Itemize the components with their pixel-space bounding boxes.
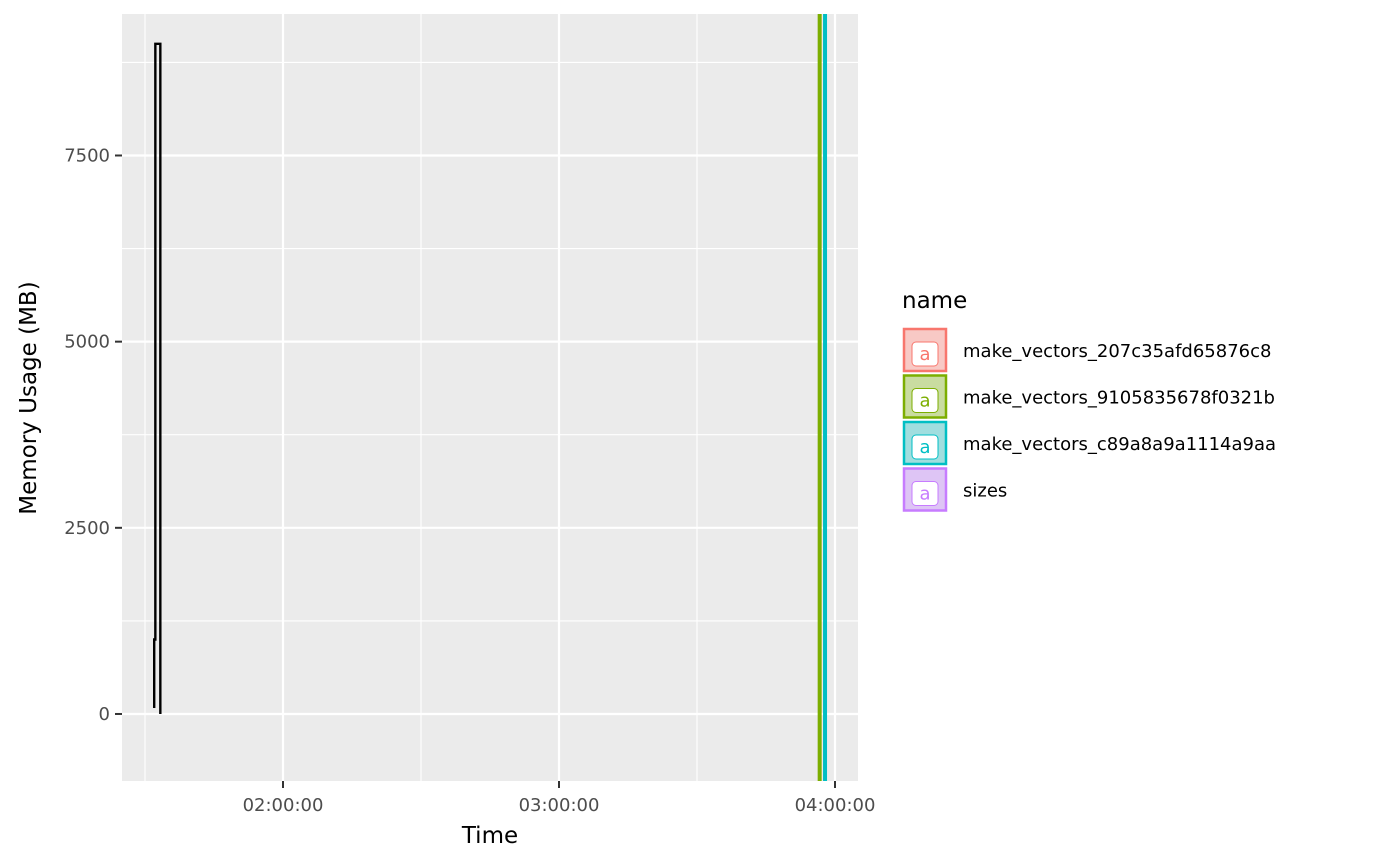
x-tick-label: 04:00:00 (795, 795, 876, 816)
legend-key-glyph: a (919, 484, 930, 505)
legend-key-label-box (911, 341, 939, 367)
y-axis-title: Memory Usage (MB) (16, 281, 42, 514)
plot-panel (122, 14, 858, 781)
y-axis: 0 2500 5000 7500 (64, 145, 122, 725)
legend-label: make_vectors_9105835678f0321b (963, 388, 1275, 409)
y-tick-label: 7500 (64, 145, 110, 166)
y-tick-label: 0 (99, 704, 110, 725)
memory-trace (152, 42, 162, 714)
legend-label: make_vectors_c89a8a9a1114a9aa (963, 434, 1276, 455)
legend-key-glyph: a (919, 437, 930, 458)
legend-key-glyph: a (919, 391, 930, 412)
legend-label: make_vectors_207c35afd65876c8 (963, 341, 1271, 362)
y-tick-label: 2500 (64, 518, 110, 539)
x-tick-label: 02:00:00 (243, 795, 324, 816)
x-axis: 02:00:00 03:00:00 04:00:00 (243, 781, 876, 816)
y-tick-label: 5000 (64, 332, 110, 353)
legend-title: name (902, 288, 967, 314)
legend-label: sizes (963, 481, 1007, 502)
legend-key-label-box (911, 481, 939, 506)
legend-item: a make_vectors_207c35afd65876c8 (902, 327, 1271, 373)
legend-key-label-box (911, 388, 939, 413)
legend-item: a sizes (902, 467, 1007, 512)
legend-item: a make_vectors_9105835678f0321b (902, 374, 1275, 419)
vertical-marker-lines (817, 14, 828, 781)
grid-lines (122, 14, 858, 781)
legend-key-glyph: a (919, 344, 930, 365)
x-axis-title: Time (461, 823, 518, 849)
legend-item: a make_vectors_c89a8a9a1114a9aa (902, 420, 1276, 466)
x-tick-label: 03:00:00 (519, 795, 600, 816)
memory-trace-line (152, 42, 162, 714)
legend-key-label-box (911, 434, 939, 460)
